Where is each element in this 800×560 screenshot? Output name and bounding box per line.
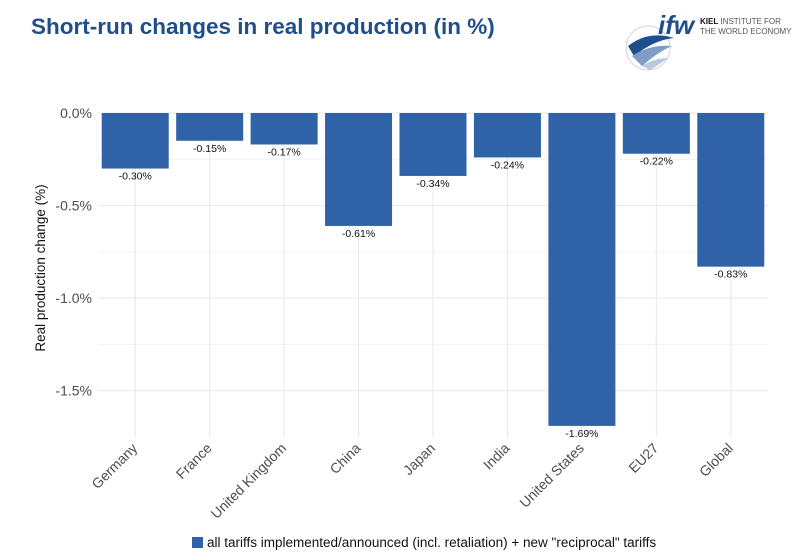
bars: [101, 113, 765, 426]
y-tick-label: -1.0%: [55, 290, 92, 306]
legend-label: all tariffs implemented/announced (incl.…: [207, 535, 657, 550]
bar: [101, 113, 169, 169]
globe-icon: [625, 25, 674, 71]
x-tick-label: France: [173, 440, 215, 482]
bar: [697, 113, 765, 267]
bar-value-label: -0.17%: [267, 146, 300, 158]
y-tick-label: -0.5%: [55, 198, 92, 214]
logo-mark: ifw: [658, 10, 696, 40]
x-tick-label: Japan: [400, 440, 438, 478]
bar: [176, 113, 244, 141]
ifw-logo: ifw KIEL INSTITUTE FOR THE WORLD ECONOMY: [625, 10, 792, 71]
logo-line2: THE WORLD ECONOMY: [700, 27, 792, 36]
x-tick-label: Global: [696, 440, 736, 480]
bar: [399, 113, 467, 176]
bar-value-label: -0.30%: [119, 171, 152, 183]
bar: [622, 113, 690, 154]
bar-value-label: -0.83%: [714, 269, 747, 281]
x-tick-label: India: [480, 440, 513, 473]
bar-value-label: -0.24%: [491, 159, 524, 171]
legend: all tariffs implemented/announced (incl.…: [192, 535, 656, 550]
x-tick-label: Germany: [88, 440, 140, 492]
bar-value-label: -0.22%: [640, 156, 673, 168]
bar: [325, 113, 393, 226]
bar: [548, 113, 616, 426]
legend-swatch: [192, 537, 203, 548]
x-tick-label: EU27: [625, 440, 661, 476]
logo-line1: KIEL INSTITUTE FOR: [700, 17, 781, 26]
x-tick-label: United Kingdom: [207, 440, 289, 522]
bar-value-label: -0.15%: [193, 143, 226, 155]
x-tick-label: China: [326, 440, 363, 477]
bar-value-label: -1.69%: [565, 428, 598, 440]
chart-title: Short-run changes in real production (in…: [31, 14, 495, 39]
bar-value-label: -0.61%: [342, 228, 375, 240]
y-tick-label: 0.0%: [60, 105, 92, 121]
y-axis-label: Real production change (%): [33, 184, 48, 351]
x-tick-label: United States: [516, 440, 587, 511]
bar-value-label: -0.34%: [416, 178, 449, 190]
bar: [250, 113, 318, 145]
bar: [473, 113, 541, 158]
y-tick-label: -1.5%: [55, 383, 92, 399]
